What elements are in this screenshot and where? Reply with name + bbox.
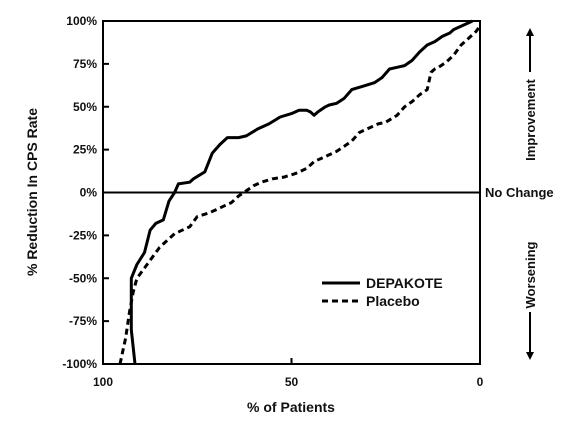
legend-label-placebo: Placebo (366, 293, 420, 309)
x-axis-title: % of Patients (247, 399, 335, 415)
y-tick-label: 25% (73, 143, 97, 157)
y-axis-ticks: 100% 75% 50% 25% 0% -25% -50% -75% -100% (62, 14, 109, 371)
y-tick-label: -100% (62, 357, 97, 371)
series-line-depakote (129, 19, 474, 365)
no-change-label: No Change (485, 185, 554, 200)
series-line-placebo (118, 25, 482, 365)
y-tick-label: 50% (73, 100, 97, 114)
y-tick-label: -50% (69, 271, 97, 285)
x-axis-ticks: 100 50 0 (93, 358, 484, 389)
y-tick-label: -25% (69, 228, 97, 242)
worsening-label: Worsening (523, 241, 538, 308)
y-axis-title: % Reduction In CPS Rate (24, 108, 40, 276)
x-tick-label: 100 (93, 375, 113, 389)
y-tick-label: 75% (73, 57, 97, 71)
legend-label-depakote: DEPAKOTE (366, 275, 443, 291)
y-tick-label: -75% (69, 314, 97, 328)
x-tick-label: 0 (477, 375, 484, 389)
y-tick-label: 0% (80, 186, 98, 200)
improvement-label: Improvement (523, 79, 538, 161)
y-tick-label: 100% (66, 14, 97, 28)
legend: DEPAKOTE Placebo (322, 275, 443, 309)
x-tick-label: 50 (285, 375, 299, 389)
